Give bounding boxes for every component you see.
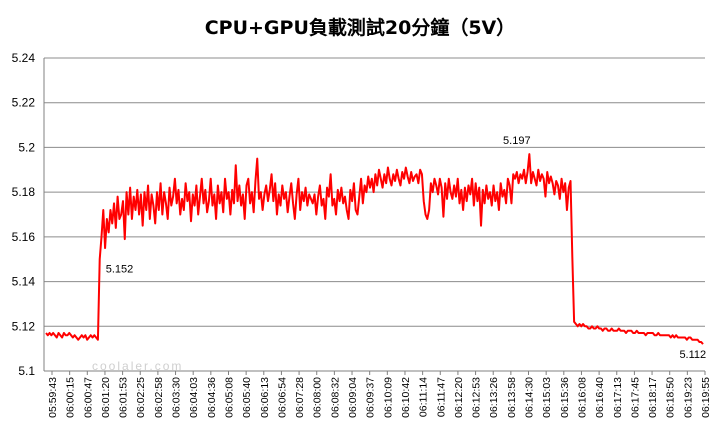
- y-tick-label: 5.2: [18, 140, 35, 154]
- y-tick-label: 5.12: [12, 319, 36, 333]
- x-tick-label: 06:10:42: [400, 377, 412, 418]
- x-tick-label: 06:16:08: [576, 377, 588, 418]
- y-tick-label: 5.14: [12, 275, 36, 289]
- x-tick-label: 06:11:14: [418, 377, 430, 417]
- x-tick-label: 06:10:09: [382, 377, 394, 418]
- x-tick-label: 06:01:53: [118, 377, 130, 418]
- x-tick-label: 06:14:30: [524, 377, 536, 418]
- data-label: 5.197: [503, 135, 531, 147]
- x-tick-label: 06:17:45: [629, 377, 641, 418]
- x-tick-label: 06:15:03: [541, 377, 553, 418]
- x-tick-label: 06:00:47: [82, 377, 94, 418]
- x-tick-label: 06:02:58: [153, 377, 165, 418]
- x-tick-label: 06:08:32: [329, 377, 341, 418]
- x-tick-label: 06:01:20: [100, 377, 112, 418]
- x-tick-label: 06:02:25: [135, 377, 147, 418]
- y-tick-label: 5.18: [12, 185, 36, 199]
- x-tick-label: 06:05:08: [223, 377, 235, 418]
- x-tick-label: 06:16:40: [594, 377, 606, 418]
- x-tick-label: 06:12:53: [471, 377, 483, 418]
- series-group: [45, 153, 704, 345]
- x-tick-label: 06:09:04: [347, 377, 359, 418]
- x-tick-label: 06:12:20: [453, 377, 465, 418]
- x-tick-label: 06:09:37: [365, 377, 377, 418]
- y-tick-label: 5.16: [12, 230, 36, 244]
- x-tick-label: 06:06:54: [276, 377, 288, 418]
- x-tick-label: 06:13:58: [506, 377, 518, 418]
- x-tick-label: 06:11:47: [435, 377, 447, 417]
- x-tick-label: 06:00:15: [65, 377, 77, 418]
- x-tick-label: 06:19:55: [700, 377, 712, 418]
- chart-title: CPU+GPU負載測試20分鐘（5V）: [205, 16, 516, 39]
- y-tick-label: 5.22: [12, 96, 36, 110]
- x-tick-label: 06:05:40: [241, 377, 253, 418]
- x-tick-label: 06:13:26: [488, 377, 500, 418]
- data-label: 5.112: [679, 349, 706, 361]
- y-tick-label: 5.24: [12, 51, 36, 65]
- annotations: 5.152 5.197 5.112: [106, 135, 706, 361]
- x-tick-label: 06:17:13: [612, 377, 624, 418]
- x-tick-label: 06:03:30: [171, 377, 183, 418]
- x-tick-label: 06:04:03: [188, 377, 200, 418]
- series-line: [45, 153, 704, 345]
- x-tick-label: 06:19:23: [682, 377, 694, 418]
- x-tick-label: 06:15:36: [559, 377, 571, 418]
- x-tick-label: 06:08:00: [312, 377, 324, 418]
- x-axis-ticks: 05:59:43 06:00:15 06:00:47 06:01:20 06:01:53…: [47, 371, 712, 418]
- watermark: coolaler.com: [92, 359, 183, 373]
- x-tick-label: 06:06:13: [259, 377, 271, 418]
- x-tick-label: 06:07:28: [294, 377, 306, 418]
- y-tick-label: 5.1: [18, 364, 35, 378]
- x-tick-label: 06:04:36: [206, 377, 218, 418]
- grid-lines: [43, 57, 705, 372]
- x-tick-label: 06:18:17: [647, 377, 659, 418]
- x-tick-label: 05:59:43: [47, 377, 59, 418]
- data-label: 5.152: [106, 264, 134, 276]
- y-axis-ticks: 5.1 5.12 5.14 5.16 5.18 5.2 5.22 5.24: [12, 51, 36, 378]
- x-tick-label: 06:18:50: [665, 377, 677, 418]
